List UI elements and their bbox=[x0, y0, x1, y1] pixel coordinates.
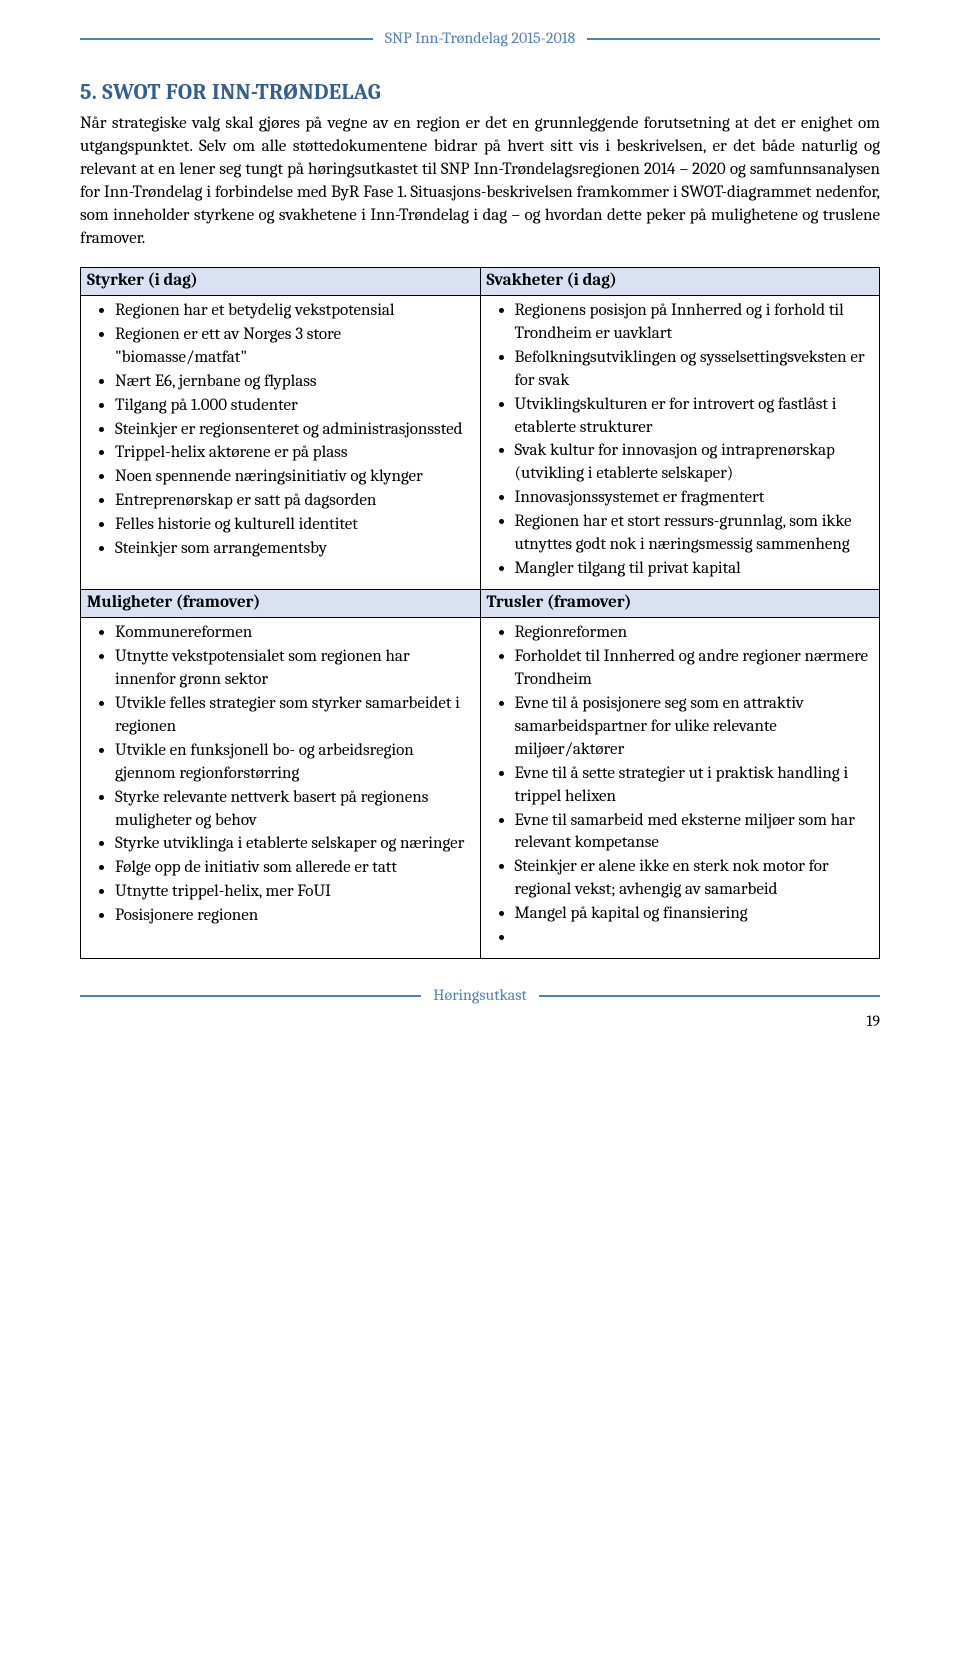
opportunities-heading: Muligheter (framover) bbox=[81, 590, 481, 618]
rule-right bbox=[587, 38, 880, 40]
threats-cell: RegionreformenForholdet til Innherred og… bbox=[480, 618, 880, 959]
intro-paragraph: Når strategiske valg skal gjøres på vegn… bbox=[80, 113, 880, 251]
section-title: 5. SWOT FOR INN-TRØNDELAG bbox=[80, 78, 880, 108]
footer-rule: Høringsutkast bbox=[80, 985, 880, 1007]
threats-list: RegionreformenForholdet til Innherred og… bbox=[487, 622, 874, 950]
list-item: Forholdet til Innherred og andre regione… bbox=[515, 646, 874, 692]
list-item: Utviklingskulturen er for introvert og f… bbox=[515, 394, 874, 440]
list-item: Mangler tilgang til privat kapital bbox=[515, 558, 874, 581]
swot-table: Styrker (i dag) Svakheter (i dag) Region… bbox=[80, 267, 880, 959]
list-item: Utvikle en funksjonell bo- og arbeidsreg… bbox=[115, 740, 474, 786]
footer-rule-left bbox=[80, 995, 421, 997]
strengths-list: Regionen har et betydelig vekstpotensial… bbox=[87, 300, 474, 561]
list-item: Regionreformen bbox=[515, 622, 874, 645]
list-item: Styrke relevante nettverk basert på regi… bbox=[115, 787, 474, 833]
list-item: Svak kultur for innovasjon og intraprenø… bbox=[515, 440, 874, 486]
header-title: SNP Inn-Trøndelag 2015-2018 bbox=[373, 28, 588, 50]
list-item: Entreprenørskap er satt på dagsorden bbox=[115, 490, 474, 513]
opportunities-cell: KommunereformenUtnytte vekstpotensialet … bbox=[81, 618, 481, 959]
header-rule: SNP Inn-Trøndelag 2015-2018 bbox=[80, 28, 880, 50]
list-item: Felles historie og kulturell identitet bbox=[115, 514, 474, 537]
weaknesses-list: Regionens posisjon på Innherred og i for… bbox=[487, 300, 874, 581]
list-item: Regionen har et stort ressurs-grunnlag, … bbox=[515, 511, 874, 557]
footer-rule-right bbox=[539, 995, 880, 997]
list-item: Regionen er ett av Norges 3 store "bioma… bbox=[115, 324, 474, 370]
list-item: Utnytte trippel-helix, mer FoUI bbox=[115, 881, 474, 904]
list-item: Utnytte vekstpotensialet som regionen ha… bbox=[115, 646, 474, 692]
rule-left bbox=[80, 38, 373, 40]
list-item: Evne til å posisjonere seg som en attrak… bbox=[515, 693, 874, 762]
weaknesses-cell: Regionens posisjon på Innherred og i for… bbox=[480, 295, 880, 589]
list-item: Evne til samarbeid med eksterne miljøer … bbox=[515, 810, 874, 856]
list-item: Utvikle felles strategier som styrker sa… bbox=[115, 693, 474, 739]
list-item: Posisjonere regionen bbox=[115, 905, 474, 928]
list-item: Steinkjer er regionsenteret og administr… bbox=[115, 419, 474, 442]
strengths-cell: Regionen har et betydelig vekstpotensial… bbox=[81, 295, 481, 589]
list-item: Tilgang på 1.000 studenter bbox=[115, 395, 474, 418]
page-number: 19 bbox=[80, 1011, 880, 1033]
list-item: Befolkningsutviklingen og sysselsettings… bbox=[515, 347, 874, 393]
list-item: Steinkjer som arrangementsby bbox=[115, 538, 474, 561]
strengths-heading: Styrker (i dag) bbox=[81, 267, 481, 295]
list-item: Følge opp de initiativ som allerede er t… bbox=[115, 857, 474, 880]
list-item: Nært E6, jernbane og flyplass bbox=[115, 371, 474, 394]
list-item: Innovasjonssystemet er fragmentert bbox=[515, 487, 874, 510]
list-item bbox=[515, 927, 874, 950]
list-item: Styrke utviklinga i etablerte selskaper … bbox=[115, 833, 474, 856]
threats-heading: Trusler (framover) bbox=[480, 590, 880, 618]
list-item: Trippel-helix aktørene er på plass bbox=[115, 442, 474, 465]
list-item: Kommunereformen bbox=[115, 622, 474, 645]
list-item: Regionen har et betydelig vekstpotensial bbox=[115, 300, 474, 323]
weaknesses-heading: Svakheter (i dag) bbox=[480, 267, 880, 295]
list-item: Evne til å sette strategier ut i praktis… bbox=[515, 763, 874, 809]
list-item: Mangel på kapital og finansiering bbox=[515, 903, 874, 926]
list-item: Steinkjer er alene ikke en sterk nok mot… bbox=[515, 856, 874, 902]
list-item: Regionens posisjon på Innherred og i for… bbox=[515, 300, 874, 346]
list-item: Noen spennende næringsinitiativ og klyng… bbox=[115, 466, 474, 489]
footer-label: Høringsutkast bbox=[421, 985, 539, 1007]
opportunities-list: KommunereformenUtnytte vekstpotensialet … bbox=[87, 622, 474, 928]
